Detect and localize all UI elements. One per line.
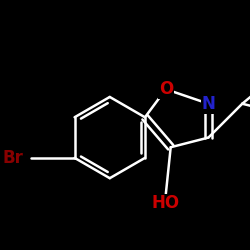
Text: HO: HO xyxy=(152,194,180,212)
Text: N: N xyxy=(202,95,215,113)
Text: O: O xyxy=(159,80,173,98)
Text: Br: Br xyxy=(2,149,23,167)
